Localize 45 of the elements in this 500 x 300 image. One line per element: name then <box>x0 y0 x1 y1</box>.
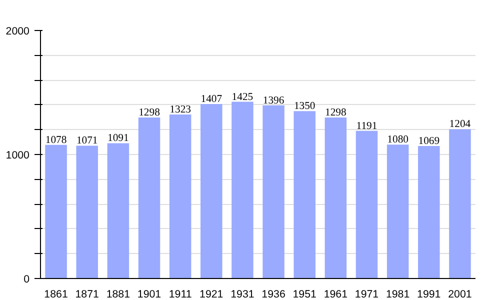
x-tick-label: 2001 <box>448 288 472 300</box>
x-tick-label: 1931 <box>230 288 254 300</box>
x-tick-label: 1881 <box>106 288 130 300</box>
data-label: 1396 <box>262 95 285 106</box>
x-tick-label: 1951 <box>292 288 317 300</box>
data-label: 1080 <box>387 134 408 146</box>
x-tick-label: 1901 <box>137 288 162 300</box>
bar <box>294 111 316 278</box>
x-tick-label: 1911 <box>168 288 192 300</box>
data-label: 1078 <box>45 134 67 146</box>
x-tick-label: 1971 <box>354 288 379 300</box>
bar <box>76 146 98 278</box>
bar <box>324 118 347 278</box>
y-tick-label: 2000 <box>6 26 30 38</box>
bar <box>138 118 160 278</box>
x-tick-label: 1981 <box>386 288 410 300</box>
data-label: 1191 <box>356 120 378 132</box>
bar <box>449 129 471 278</box>
data-label: 1204 <box>449 119 472 130</box>
bar <box>418 146 440 278</box>
data-label: 1071 <box>76 136 98 147</box>
data-label: 1407 <box>200 94 223 106</box>
y-tick-label: 0 <box>24 274 30 286</box>
data-label: 1323 <box>170 104 191 116</box>
bar <box>169 114 192 278</box>
bar <box>356 130 378 278</box>
data-label: 1350 <box>294 101 316 112</box>
x-tick-label: 1936 <box>262 288 286 300</box>
data-label: 1091 <box>108 133 129 144</box>
bar <box>386 144 409 278</box>
x-tick-label: 1991 <box>417 288 441 300</box>
bar <box>262 105 284 278</box>
x-tick-label: 1861 <box>44 288 68 300</box>
bar <box>107 143 130 278</box>
y-tick-label: 1000 <box>6 150 30 162</box>
data-label: 1069 <box>418 136 440 147</box>
data-label: 1298 <box>138 108 160 119</box>
bar <box>45 144 67 278</box>
bar <box>200 104 222 278</box>
bar <box>232 102 254 278</box>
x-tick-label: 1961 <box>324 288 348 300</box>
x-tick-label: 1921 <box>200 288 224 300</box>
x-tick-label: 1871 <box>75 288 100 300</box>
data-label: 1425 <box>232 92 254 103</box>
data-label: 1298 <box>325 108 346 119</box>
